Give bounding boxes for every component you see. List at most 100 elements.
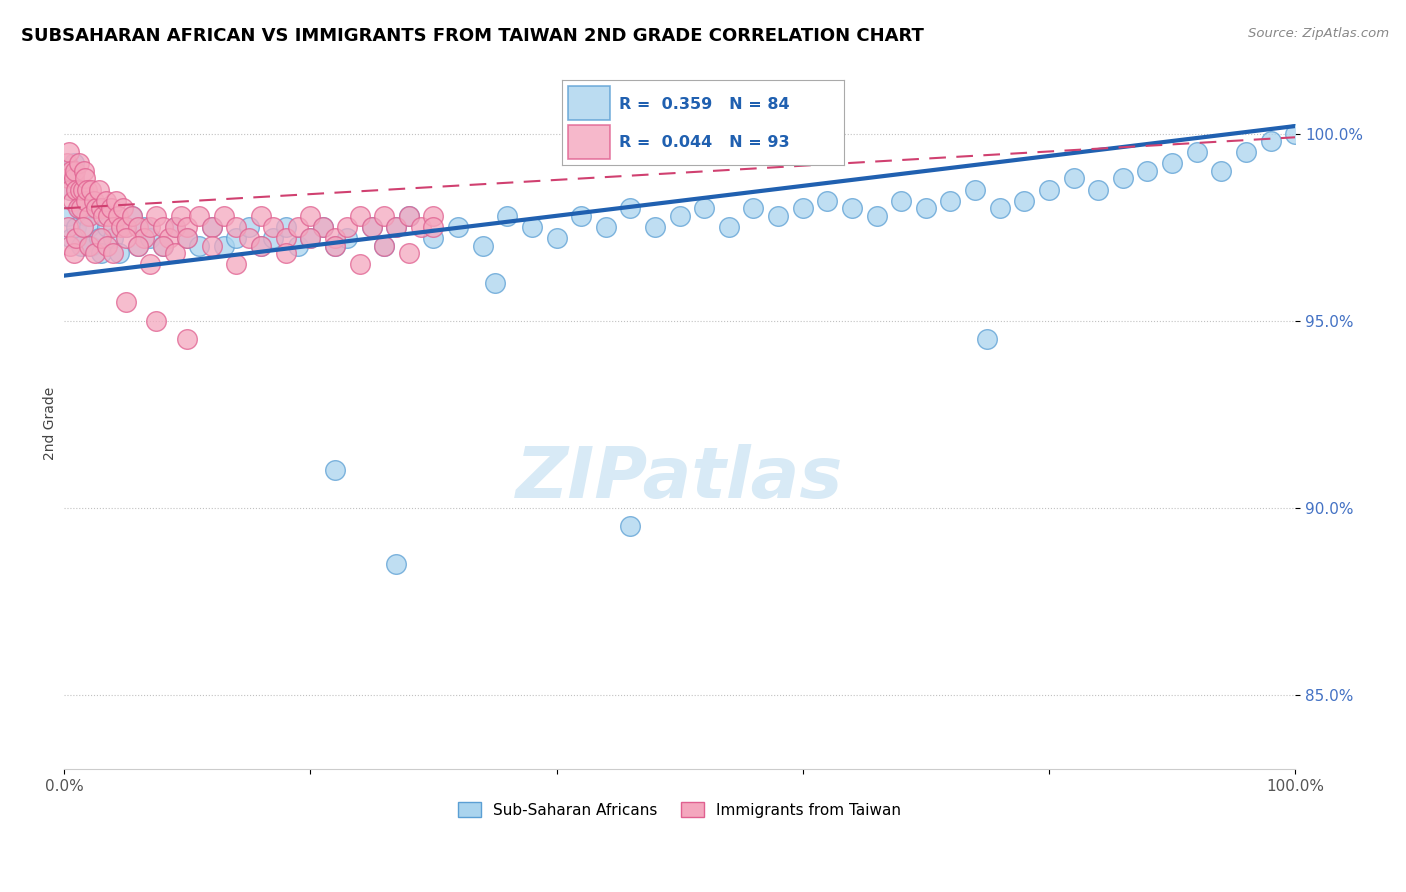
Y-axis label: 2nd Grade: 2nd Grade: [44, 387, 58, 460]
Point: [90, 231, 112, 245]
Point: [238, 231, 260, 245]
Point: [72, 183, 94, 197]
Point: [176, 332, 198, 346]
Point: [114, 294, 136, 309]
Point: [73, 171, 96, 186]
Point: [274, 246, 297, 260]
Point: [55, 156, 77, 170]
Point: [201, 220, 224, 235]
Point: [132, 231, 155, 245]
Point: [336, 231, 359, 245]
Point: [77, 238, 100, 252]
Point: [96, 220, 118, 235]
Point: [693, 202, 716, 216]
Point: [59, 238, 82, 252]
Point: [1260, 134, 1282, 148]
Text: R =  0.359   N = 84: R = 0.359 N = 84: [619, 96, 789, 112]
Point: [988, 202, 1011, 216]
Point: [766, 209, 789, 223]
Text: R =  0.044   N = 93: R = 0.044 N = 93: [619, 135, 789, 150]
Point: [152, 238, 174, 252]
FancyBboxPatch shape: [568, 87, 610, 120]
Point: [70, 202, 93, 216]
Point: [287, 220, 309, 235]
Point: [1234, 145, 1257, 160]
Point: [145, 313, 167, 327]
Point: [73, 194, 96, 208]
Point: [914, 202, 936, 216]
Point: [176, 231, 198, 245]
Point: [67, 156, 90, 170]
Point: [176, 220, 198, 235]
Point: [93, 209, 115, 223]
Point: [75, 194, 97, 208]
Point: [1161, 156, 1184, 170]
Point: [717, 220, 740, 235]
Point: [225, 220, 247, 235]
Point: [409, 220, 432, 235]
Point: [65, 231, 87, 245]
Point: [63, 164, 86, 178]
Point: [63, 156, 86, 170]
Point: [299, 231, 322, 245]
Point: [238, 220, 260, 235]
Point: [373, 238, 395, 252]
Point: [385, 220, 408, 235]
Point: [422, 231, 444, 245]
Point: [323, 238, 346, 252]
Point: [163, 220, 186, 235]
Point: [75, 209, 97, 223]
Point: [163, 220, 186, 235]
Point: [77, 220, 100, 235]
Point: [152, 238, 174, 252]
Point: [100, 202, 122, 216]
Point: [890, 194, 912, 208]
Point: [360, 220, 382, 235]
Point: [1284, 127, 1306, 141]
Point: [349, 209, 371, 223]
Point: [225, 231, 247, 245]
Point: [59, 183, 82, 197]
Point: [520, 220, 543, 235]
Point: [668, 209, 690, 223]
Point: [87, 183, 110, 197]
Point: [299, 209, 322, 223]
Point: [139, 220, 162, 235]
Point: [60, 231, 83, 245]
Point: [163, 246, 186, 260]
Point: [336, 220, 359, 235]
Point: [176, 231, 198, 245]
Point: [67, 202, 90, 216]
Point: [965, 183, 987, 197]
Point: [274, 231, 297, 245]
Point: [274, 220, 297, 235]
Point: [373, 209, 395, 223]
Point: [385, 220, 408, 235]
Point: [595, 220, 617, 235]
Point: [56, 171, 79, 186]
Point: [62, 194, 84, 208]
Text: SUBSAHARAN AFRICAN VS IMMIGRANTS FROM TAIWAN 2ND GRADE CORRELATION CHART: SUBSAHARAN AFRICAN VS IMMIGRANTS FROM TA…: [21, 27, 924, 45]
Point: [841, 202, 863, 216]
Point: [644, 220, 666, 235]
Point: [90, 246, 112, 260]
Point: [157, 231, 180, 245]
Point: [1136, 164, 1159, 178]
Point: [865, 209, 887, 223]
Point: [1063, 171, 1085, 186]
Point: [1112, 171, 1135, 186]
Point: [152, 220, 174, 235]
Point: [63, 246, 86, 260]
Point: [349, 257, 371, 271]
Point: [56, 220, 79, 235]
Point: [323, 238, 346, 252]
Point: [112, 202, 135, 216]
Point: [212, 238, 235, 252]
Point: [103, 220, 125, 235]
Point: [76, 183, 98, 197]
Point: [83, 202, 105, 216]
Point: [398, 246, 420, 260]
Point: [127, 238, 149, 252]
Point: [299, 231, 322, 245]
Point: [569, 209, 592, 223]
